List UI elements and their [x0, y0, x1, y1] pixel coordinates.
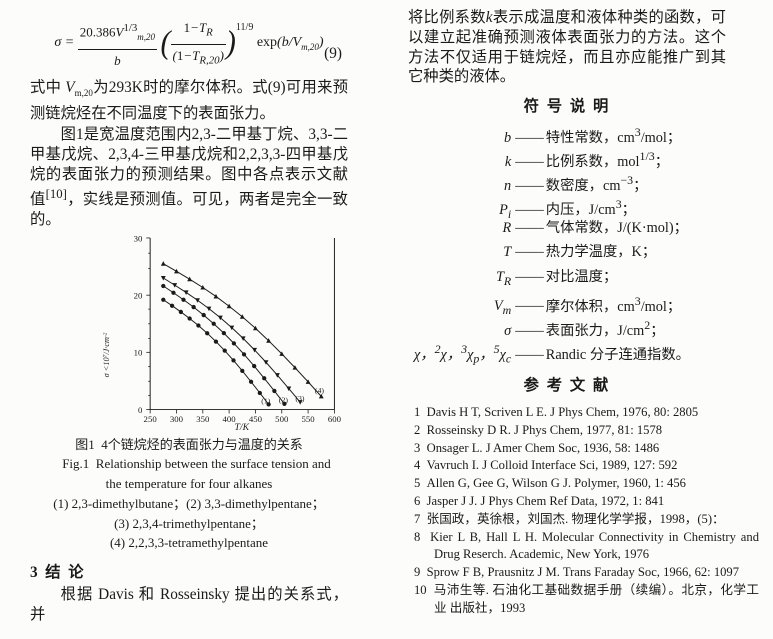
svg-text:350: 350 — [196, 414, 210, 424]
svg-text:30: 30 — [134, 236, 143, 243]
svg-text:20: 20 — [134, 290, 143, 300]
svg-text:550: 550 — [302, 414, 316, 424]
svg-text:T/K: T/K — [234, 422, 249, 431]
svg-text:σ <107/J·cm-2: σ <107/J·cm-2 — [102, 332, 111, 377]
svg-text:0: 0 — [138, 404, 143, 414]
svg-text:600: 600 — [328, 414, 342, 424]
svg-text:450: 450 — [249, 414, 263, 424]
svg-text:10: 10 — [134, 347, 143, 357]
svg-text:300: 300 — [170, 414, 184, 424]
svg-text:250: 250 — [144, 414, 158, 424]
svg-text:500: 500 — [275, 414, 289, 424]
